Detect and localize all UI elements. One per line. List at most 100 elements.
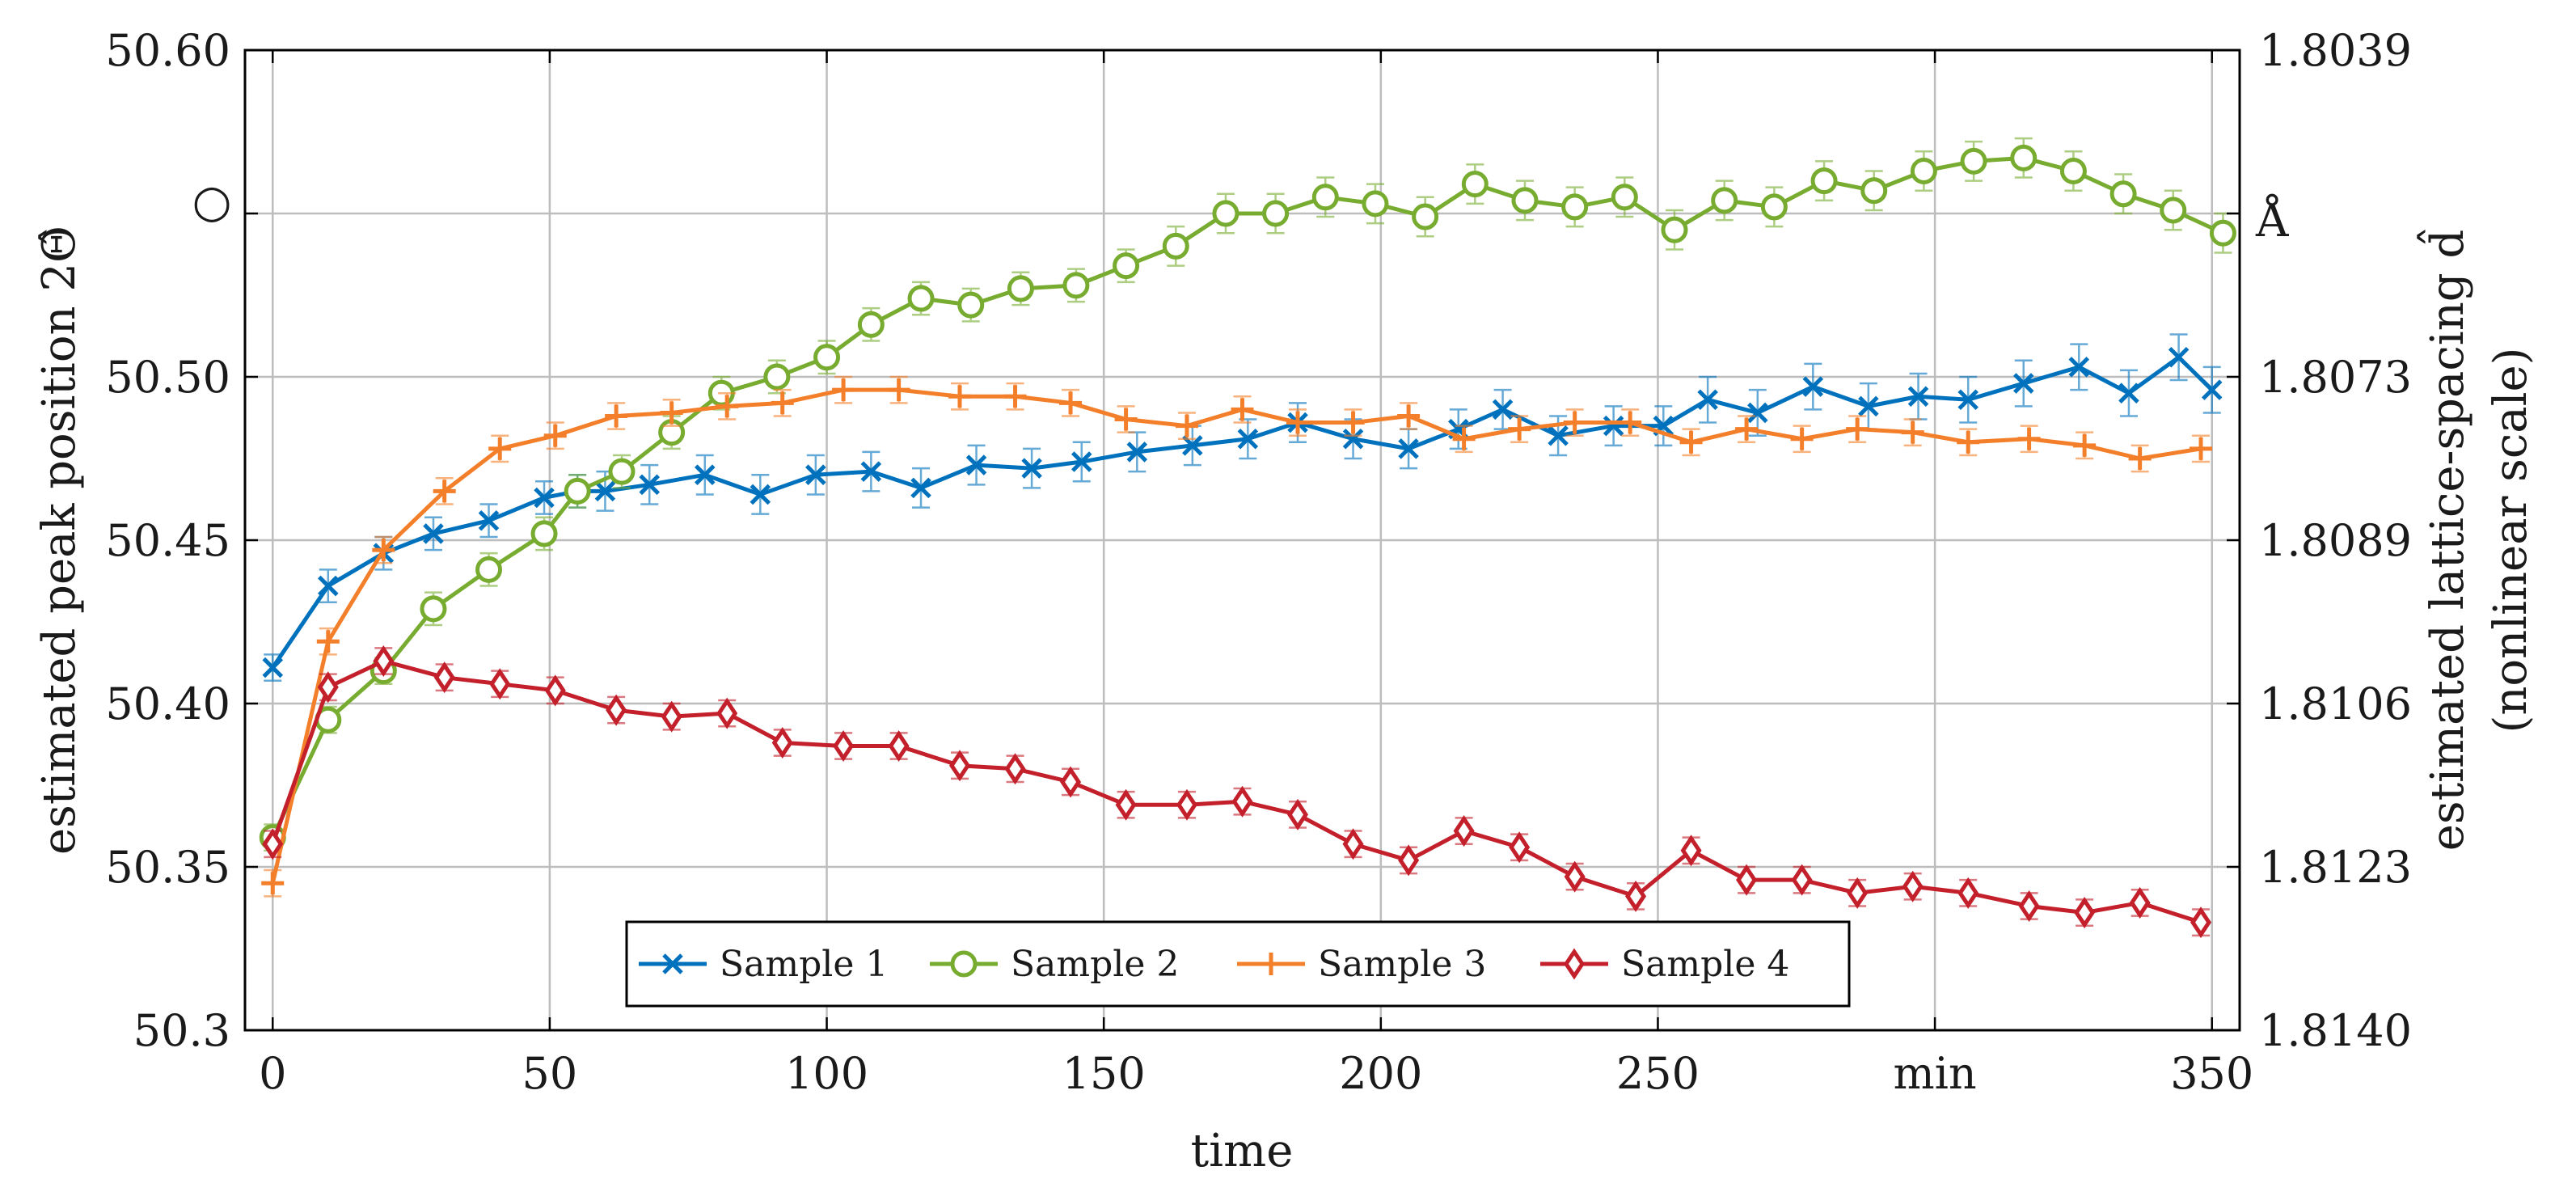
marker-stroke	[2118, 382, 2139, 404]
data-point	[1847, 877, 1869, 909]
y2-tick-label: 1.8039	[2259, 25, 2412, 76]
marker-stroke	[805, 464, 826, 485]
legend-label: Sample 1	[720, 944, 888, 985]
data-point	[1004, 753, 1026, 785]
ticks: 0 50 100 150 200 250 min 350 50.3 1.8140 50.35 1.81…	[105, 25, 2412, 1099]
marker-stroke	[423, 523, 444, 544]
data-point	[1286, 411, 1310, 434]
data-point	[750, 484, 771, 505]
data-point	[948, 385, 972, 408]
data-point	[907, 285, 935, 312]
marker-stroke	[965, 454, 987, 475]
data-point	[771, 391, 794, 415]
data-point	[1846, 417, 1869, 441]
data-point	[965, 454, 987, 475]
series-1	[262, 333, 2223, 682]
data-point	[1060, 766, 1082, 798]
series-2	[259, 137, 2236, 852]
data-point	[261, 872, 285, 895]
data-point	[544, 674, 566, 707]
x-tick-label: 150	[1062, 1048, 1146, 1099]
data-point	[1548, 425, 1569, 446]
data-point	[860, 461, 882, 482]
marker-stroke	[1907, 386, 1929, 408]
data-point	[1791, 864, 1813, 896]
legend-label: Sample 2	[1011, 944, 1179, 985]
data-point	[488, 437, 512, 460]
data-point	[662, 953, 683, 974]
y2-tick-label: 1.8106	[2259, 678, 2412, 729]
data-point	[543, 424, 567, 447]
data-point	[1760, 193, 1788, 221]
y-axis-unit: ○	[192, 175, 232, 228]
data-point	[2018, 890, 2040, 922]
data-point	[2068, 357, 2090, 378]
data-point	[530, 520, 558, 547]
data-point	[1957, 389, 1978, 411]
data-point	[2190, 437, 2213, 460]
legend-item-4: Sample 4	[1540, 944, 1789, 985]
marker-stroke	[1237, 428, 1259, 450]
y-tick-label: 50.50	[105, 352, 230, 403]
data-point	[534, 487, 555, 509]
marker-stroke	[662, 953, 683, 974]
x-tick-label: 100	[785, 1048, 868, 1099]
data-point	[2012, 373, 2034, 394]
data-point	[1564, 860, 1586, 893]
data-point	[1341, 411, 1365, 434]
y-tick-label: 50.45	[105, 515, 230, 566]
data-point	[1062, 272, 1090, 299]
data-point	[475, 556, 503, 583]
x-tick-label: 250	[1616, 1048, 1700, 1099]
data-point	[433, 480, 456, 503]
data-point	[372, 539, 395, 562]
data-point	[1492, 399, 1514, 421]
data-point	[318, 575, 339, 597]
y2-tick-label: 1.8123	[2259, 842, 2412, 893]
data-point	[420, 595, 447, 623]
data-point	[1957, 430, 1980, 454]
data-point	[2128, 447, 2152, 470]
data-point	[1311, 184, 1339, 211]
data-point	[478, 509, 500, 531]
data-point	[695, 464, 716, 485]
data-point	[1697, 389, 1718, 411]
data-point	[805, 464, 826, 485]
marker-stroke	[860, 461, 882, 482]
data-point	[608, 458, 636, 485]
data-point	[606, 694, 627, 726]
y-tick-label: 50.40	[105, 678, 230, 729]
data-point	[1231, 398, 1254, 421]
legend-label: Sample 4	[1621, 944, 1789, 985]
data-point	[1508, 417, 1531, 441]
data-point	[1212, 200, 1239, 227]
data-point	[1711, 187, 1738, 214]
data-point	[1342, 428, 1364, 450]
data-point	[2059, 157, 2087, 184]
marker-stroke	[318, 575, 339, 597]
y-axis-label-text: estimated peak position 2Θ̂	[33, 226, 86, 855]
data-point	[1059, 391, 1083, 415]
data-point	[957, 291, 985, 319]
data-point	[813, 344, 841, 371]
data-point	[1021, 458, 1042, 479]
data-point	[832, 378, 855, 402]
data-point	[2109, 180, 2137, 208]
data-point	[1902, 870, 1924, 902]
data-point	[1162, 232, 1189, 260]
data-point	[262, 828, 284, 860]
data-point	[1735, 417, 1759, 441]
marker-stroke	[534, 487, 555, 509]
data-point	[716, 395, 739, 418]
data-point	[1603, 415, 1624, 437]
series-line	[271, 155, 2224, 839]
data-point	[1810, 167, 1838, 195]
y2-tick-label: 1.8140	[2259, 1005, 2412, 1056]
data-point	[2010, 144, 2038, 171]
data-point	[2129, 886, 2151, 919]
legend: Sample 1 Sample 2 Sample 3 Sample 4	[625, 920, 1851, 1008]
y-tick-label: 50.3	[133, 1005, 230, 1056]
data-point	[1910, 157, 1937, 184]
series-3	[261, 375, 2213, 898]
